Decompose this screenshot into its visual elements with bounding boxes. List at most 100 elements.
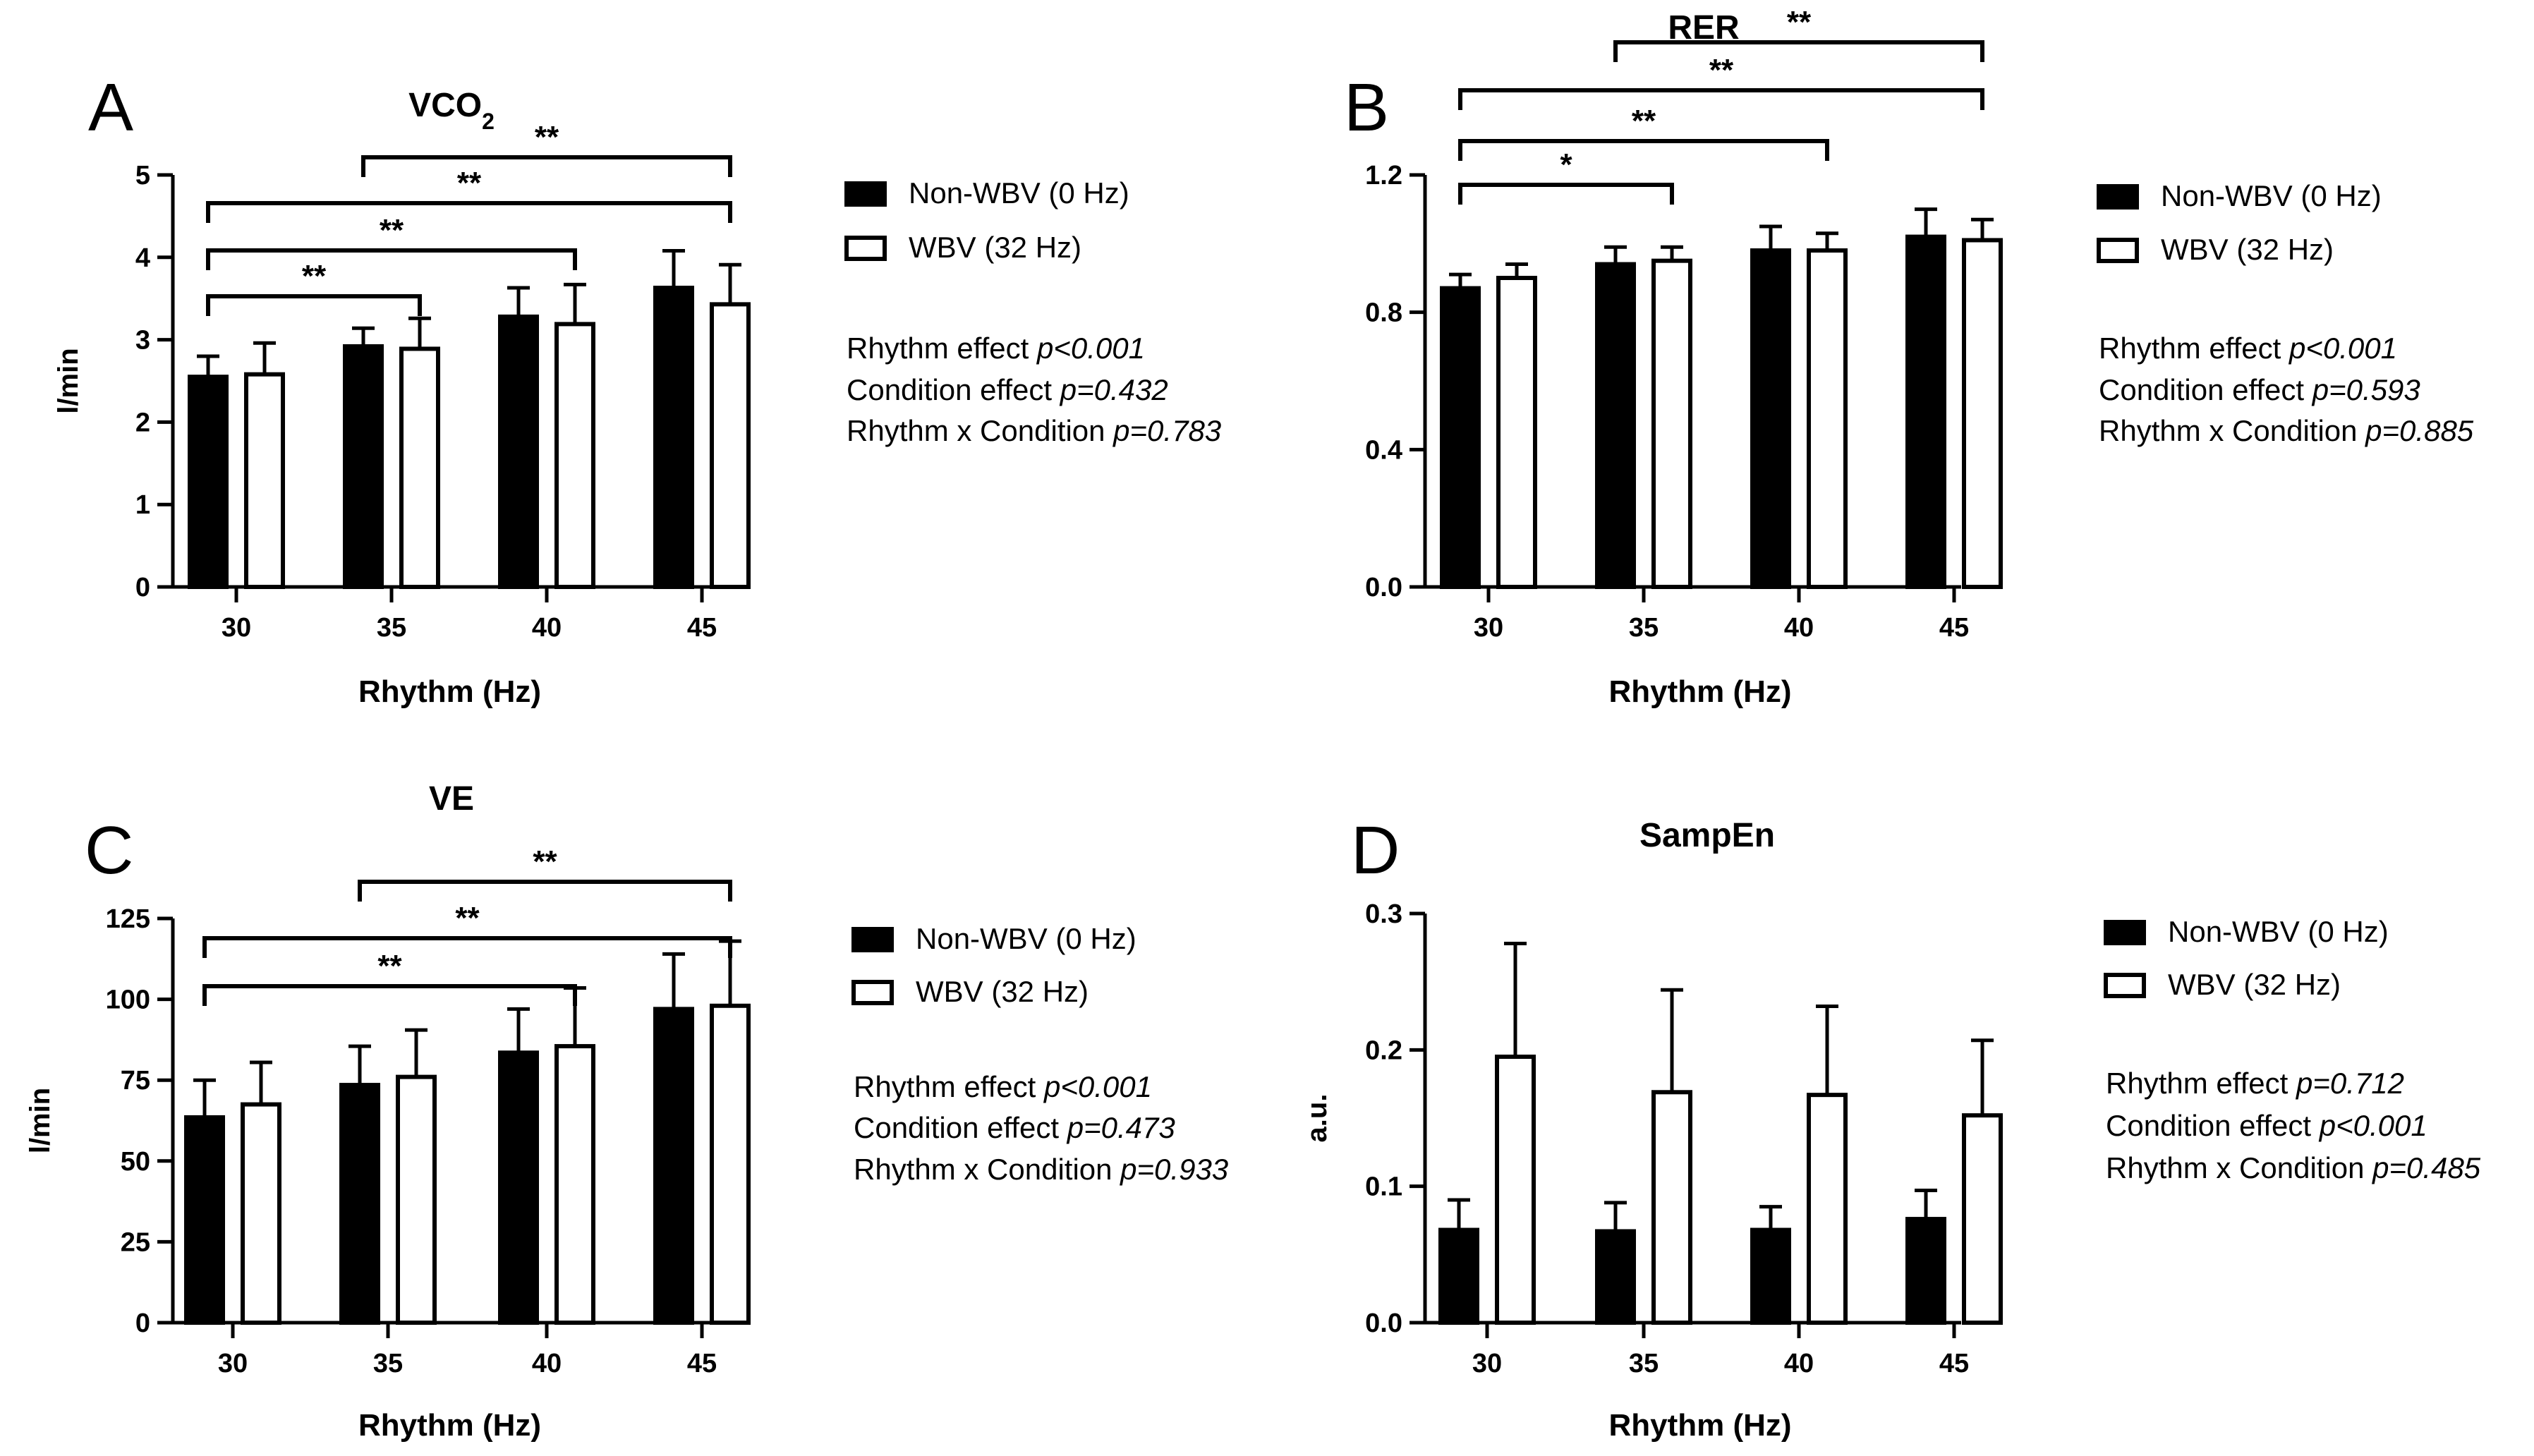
legend-swatch-wbv: [2097, 238, 2139, 263]
significance-label: **: [1632, 104, 1656, 138]
significance-bracket: [206, 248, 577, 270]
legend-swatch-non-wbv: [844, 181, 887, 207]
stats-p-value: p=0.712: [2295, 1067, 2404, 1100]
legend-label-non-wbv: Non-WBV (0 Hz): [916, 922, 1136, 955]
y-axis-label: a.u.: [1302, 1094, 1333, 1143]
significance-label: **: [457, 166, 482, 200]
stats-label: Rhythm effect: [2106, 1067, 2296, 1100]
significance-bracket: [202, 936, 732, 958]
x-tick-label: 35: [377, 613, 406, 643]
bar-non-wbv-30: [1440, 286, 1481, 589]
bar-wbv-40: [554, 322, 595, 589]
x-tick-label: 40: [1784, 1349, 1814, 1378]
y-tick-label: 0.4: [1365, 435, 1402, 465]
y-tick-label: 25: [121, 1227, 150, 1257]
stats-label: Rhythm x Condition: [847, 414, 1113, 447]
stats-p-value: p=0.432: [1059, 373, 1168, 406]
bar-non-wbv-30: [188, 375, 229, 589]
bar-wbv-30: [1496, 276, 1537, 589]
bar-wbv-35: [396, 1074, 437, 1325]
significance-label: **: [1787, 5, 1812, 40]
y-tick-label: 100: [106, 985, 150, 1015]
significance-label: *: [1560, 147, 1572, 182]
stats-p-value: p=0.473: [1066, 1111, 1175, 1144]
x-tick-label: 30: [218, 1349, 248, 1378]
stats-p-value: p=0.485: [2371, 1151, 2481, 1184]
legend-label-wbv: WBV (32 Hz): [916, 975, 1089, 1008]
legend-label-wbv: WBV (32 Hz): [909, 231, 1081, 264]
stats-label: Rhythm effect: [854, 1070, 1044, 1103]
x-tick-label: 45: [687, 1349, 717, 1378]
significance-bracket: [206, 201, 732, 223]
significance-bracket: [1458, 88, 1984, 110]
legend-swatch-wbv: [2104, 973, 2146, 998]
significance-bracket: [1613, 40, 1984, 62]
legend-label-wbv: WBV (32 Hz): [2168, 968, 2341, 1001]
y-tick-label: 125: [106, 904, 150, 934]
stats-label: Rhythm x Condition: [2106, 1151, 2372, 1184]
legend-swatch-non-wbv: [851, 927, 894, 952]
bar-wbv-45: [710, 302, 751, 589]
legend-swatch-non-wbv: [2104, 920, 2146, 945]
stats-line: Condition effect p=0.593: [2099, 373, 2420, 406]
stats-line: Rhythm x Condition p=0.783: [847, 414, 1221, 447]
significance-label: **: [380, 213, 404, 248]
bar-wbv-45: [1962, 1113, 2003, 1325]
bar-non-wbv-45: [653, 1007, 694, 1325]
y-tick-label: 0.0: [1365, 573, 1402, 602]
stats-label: Condition effect: [854, 1111, 1067, 1144]
bar-wbv-40: [1807, 248, 1848, 589]
x-tick-label: 30: [1474, 613, 1503, 643]
chart-title-main: VCO: [408, 87, 482, 124]
y-tick-label: 0: [135, 573, 150, 602]
x-axis-label: Rhythm (Hz): [358, 674, 541, 709]
y-tick-label: 0.3: [1365, 899, 1402, 929]
bar-non-wbv-35: [339, 1083, 380, 1325]
stats-line: Condition effect p=0.473: [854, 1111, 1175, 1144]
y-tick-label: 3: [135, 326, 150, 356]
x-tick-label: 40: [1784, 613, 1814, 643]
stats-label: Condition effect: [2106, 1109, 2320, 1142]
panel-d: D SampEn 0.0 0.1 0.2 0.3 a.u. 30 35 40 45 Rhythm (H…: [1302, 813, 2481, 1443]
bar-wbv-35: [1651, 1090, 1692, 1325]
legend-swatch-non-wbv: [2097, 184, 2139, 210]
panel-c: C VE 0 25 50 75 100 125 l/min 30 35 40 45 Rhythm (Hz)…: [25, 780, 1228, 1443]
x-axis-label: Rhythm (Hz): [1608, 1408, 1791, 1443]
stats-label: Rhythm x Condition: [854, 1153, 1120, 1186]
y-tick-label: 75: [121, 1066, 150, 1096]
x-tick-label: 35: [373, 1349, 403, 1378]
legend-swatch-wbv: [844, 236, 887, 261]
stats-line: Rhythm effect p<0.001: [2099, 332, 2397, 365]
panel-letter: B: [1344, 70, 1389, 145]
stats-label: Rhythm effect: [847, 332, 1037, 365]
significance-label: **: [535, 120, 559, 154]
significance-bracket: [1458, 139, 1829, 161]
x-tick-label: 35: [1629, 1349, 1659, 1378]
bar-wbv-35: [1651, 258, 1692, 589]
stats-label: Condition effect: [2099, 373, 2312, 406]
x-tick-label: 40: [532, 1349, 562, 1378]
y-tick-label: 0: [135, 1309, 150, 1338]
bar-non-wbv-35: [343, 344, 384, 589]
panel-letter: C: [85, 813, 133, 888]
significance-label: **: [533, 844, 557, 879]
y-tick-label: 0.0: [1365, 1309, 1402, 1338]
stats-p-value: p<0.001: [2318, 1109, 2427, 1142]
stats-p-value: p=0.933: [1119, 1153, 1228, 1186]
significance-bracket: [358, 880, 732, 902]
y-axis-label: l/min: [25, 1088, 56, 1153]
x-tick-label: 45: [687, 613, 717, 643]
bar-non-wbv-45: [653, 286, 694, 589]
legend-label-non-wbv: Non-WBV (0 Hz): [2161, 179, 2382, 212]
stats-line: Condition effect p=0.432: [847, 373, 1168, 406]
significance-bracket: [202, 984, 577, 1006]
x-axis-label: Rhythm (Hz): [1608, 674, 1791, 709]
stats-label: Rhythm x Condition: [2099, 414, 2365, 447]
bar-non-wbv-30: [184, 1115, 225, 1325]
bar-wbv-45: [1962, 238, 2003, 589]
chart-title-subscript: 2: [482, 109, 495, 134]
stats-p-value: p=0.783: [1112, 414, 1221, 447]
bar-non-wbv-30: [1438, 1227, 1479, 1325]
